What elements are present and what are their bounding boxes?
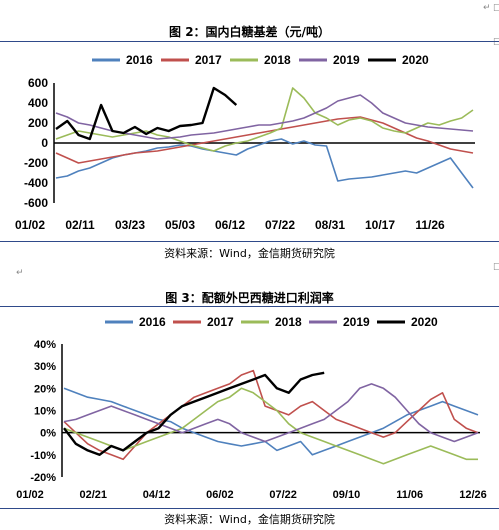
y-tick-label: 10%: [34, 406, 56, 418]
x-tick-label: 02/21: [80, 489, 108, 501]
y-tick-label: -400: [24, 176, 48, 190]
legend-label-2016: 2016: [126, 53, 153, 67]
y-tick-label: 400: [28, 96, 48, 110]
series-line-2017: [63, 369, 479, 461]
legend-label-2018: 2018: [275, 315, 302, 329]
x-tick-label: 09/10: [333, 489, 361, 501]
y-tick-label: 0: [41, 136, 48, 150]
chart1-bottom-rule: [0, 241, 499, 242]
y-tick-label: 200: [28, 116, 48, 130]
x-tick-label: 12/26: [459, 489, 487, 501]
y-tick-label: 30%: [34, 361, 56, 373]
x-tick-label: 01/02: [16, 489, 44, 501]
y-tick-label: 40%: [34, 339, 56, 351]
chart2-source: 资料来源：Wind，金信期货研究院: [164, 513, 335, 526]
anchor-mark: □: [493, 37, 499, 47]
anchor-mark: ↵: [16, 268, 24, 278]
y-tick-label: -200: [24, 156, 48, 170]
x-tick-label: 11/06: [396, 489, 423, 501]
legend-label-2017: 2017: [195, 53, 222, 67]
x-tick-label: 10/17: [365, 218, 395, 232]
x-tick-label: 05/03: [165, 218, 195, 232]
x-tick-label: 11/26: [415, 218, 445, 232]
legend-label-2020: 2020: [402, 53, 429, 67]
x-tick-label: 06/02: [206, 489, 234, 501]
legend-label-2019: 2019: [333, 53, 360, 67]
series-line-2020: [55, 86, 238, 141]
series-line-2016: [63, 387, 479, 456]
x-tick-label: 06/12: [215, 218, 245, 232]
x-tick-label: 07/22: [269, 489, 297, 501]
anchor-mark: ↵: [483, 3, 491, 13]
chart1-source: 资料来源：Wind，金信期货研究院: [164, 247, 335, 260]
y-tick-label: 20%: [34, 383, 56, 395]
x-tick-label: 02/11: [65, 218, 95, 232]
chart1-top-rule: [0, 41, 499, 42]
chart1-svg: 2016 2017 2018 2019 2020 600 400 200 0 -200 -400 -6…: [15, 53, 475, 232]
series-line-2016: [55, 138, 474, 189]
x-tick-label: 07/22: [265, 218, 295, 232]
y-tick-label: 0%: [40, 428, 56, 440]
legend-label-2017: 2017: [207, 315, 234, 329]
y-tick-label: -600: [24, 196, 48, 210]
legend-label-2020: 2020: [411, 315, 438, 329]
x-tick-label: 01/02: [15, 218, 45, 232]
x-tick-label: 03/23: [115, 218, 145, 232]
anchor-mark: □: [493, 3, 499, 13]
anchor-mark: □: [493, 262, 499, 272]
legend-label-2016: 2016: [139, 315, 166, 329]
y-tick-label: -10%: [30, 450, 56, 462]
y-tick-label: -20%: [30, 472, 56, 484]
chart2-bottom-rule: [0, 508, 499, 509]
series-line-2018: [55, 87, 474, 152]
legend-label-2019: 2019: [343, 315, 370, 329]
series-line-2019: [63, 383, 479, 443]
series-line-2018: [63, 387, 478, 465]
chart1-title: 图 2：国内白糖基差（元/吨）: [169, 25, 330, 39]
chart2-svg: 2016 2017 2018 2019 2020 40% 30% 20% 10% 0% -10% -2…: [16, 315, 487, 501]
y-tick-label: 600: [28, 76, 48, 90]
x-tick-label: 04/12: [143, 489, 171, 501]
legend-label-2018: 2018: [264, 53, 291, 67]
chart2-top-rule: [0, 306, 499, 307]
series-line-2020: [63, 371, 325, 457]
x-tick-label: 08/31: [315, 218, 345, 232]
chart2-title: 图 3：配额外巴西糖进口利润率: [165, 291, 334, 305]
